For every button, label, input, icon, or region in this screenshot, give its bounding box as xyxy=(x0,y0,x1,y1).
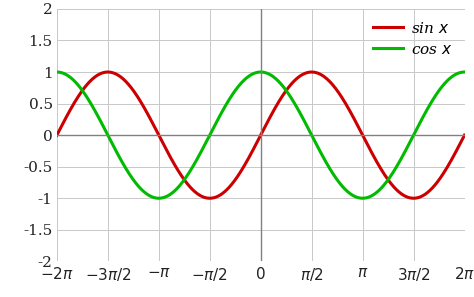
$\mathrm{cos}\ x$ xyxy=(156,196,162,200)
Line: $\mathrm{cos}\ x$: $\mathrm{cos}\ x$ xyxy=(57,72,465,198)
$\mathrm{cos}\ x$ xyxy=(234,86,240,90)
$\mathrm{cos}\ x$ xyxy=(219,110,225,113)
Line: $\mathrm{sin}\ x$: $\mathrm{sin}\ x$ xyxy=(57,72,465,198)
$\mathrm{cos}\ x$ xyxy=(334,178,340,182)
$\mathrm{cos}\ x$ xyxy=(96,116,101,119)
$\mathrm{sin}\ x$ xyxy=(410,196,416,200)
$\mathrm{sin}\ x$ xyxy=(105,70,111,74)
$\mathrm{cos}\ x$ xyxy=(372,192,378,195)
$\mathrm{cos}\ x$ xyxy=(54,70,60,74)
$\mathrm{sin}\ x$ xyxy=(334,89,340,92)
$\mathrm{sin}\ x$ xyxy=(96,73,101,76)
$\mathrm{sin}\ x$ xyxy=(380,170,385,173)
$\mathrm{sin}\ x$ xyxy=(219,192,225,195)
Legend: sin $x$, cos $x$: sin $x$, cos $x$ xyxy=(368,17,457,62)
$\mathrm{sin}\ x$ xyxy=(372,157,378,161)
$\mathrm{sin}\ x$ xyxy=(462,133,467,137)
$\mathrm{sin}\ x$ xyxy=(234,176,240,179)
$\mathrm{cos}\ x$ xyxy=(462,70,467,74)
$\mathrm{sin}\ x$ xyxy=(54,133,60,137)
$\mathrm{cos}\ x$ xyxy=(380,185,385,189)
